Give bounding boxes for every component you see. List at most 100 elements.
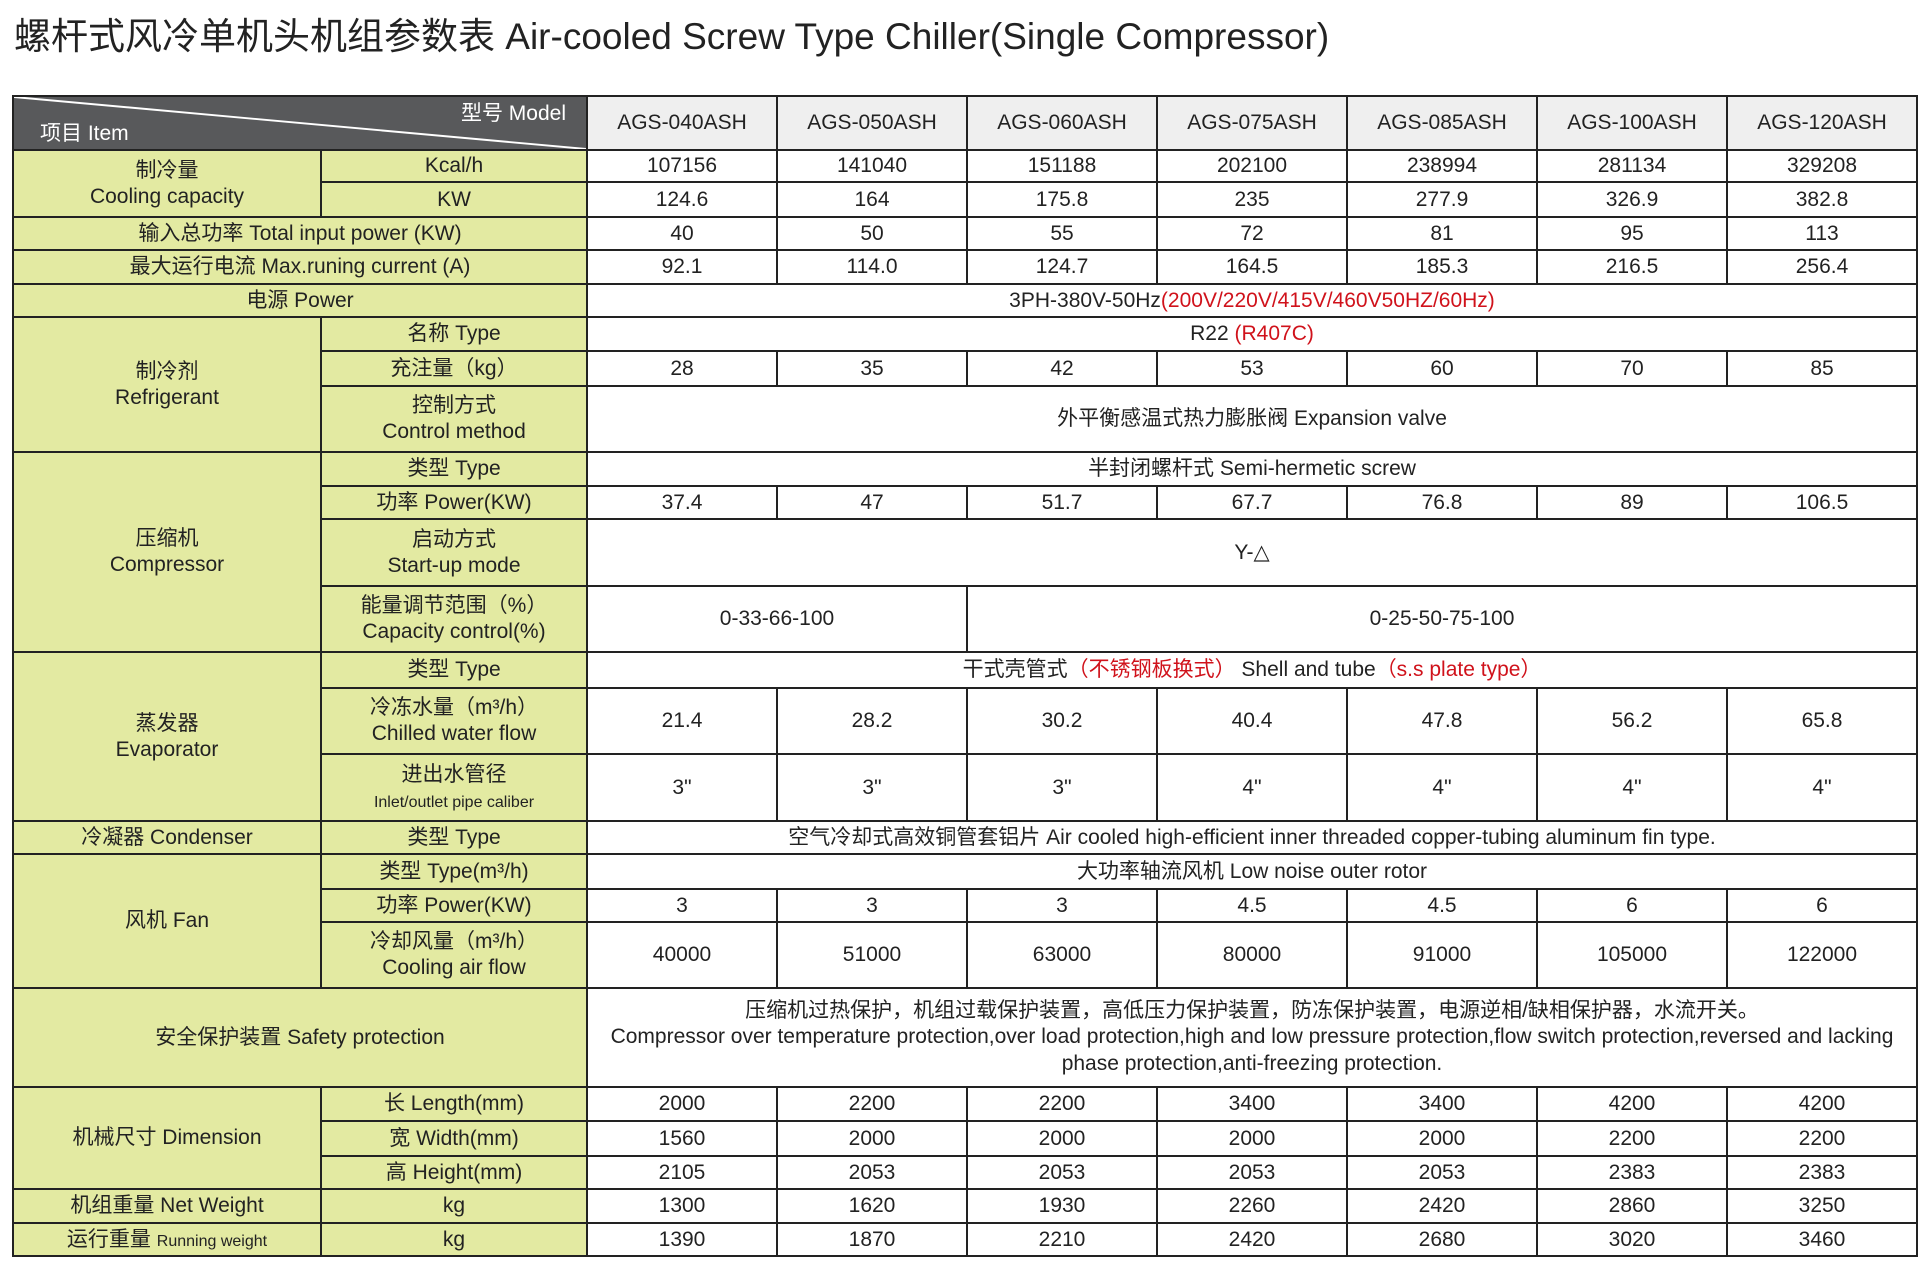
value-cell: 4" [1156,753,1348,822]
value-cell: 81 [1346,216,1538,251]
running-weight-label: 运行重量 Running weight [12,1222,322,1257]
value-cell: 1300 [586,1188,778,1224]
value-cell: 114.0 [776,249,968,285]
value-cell: 4" [1726,753,1918,822]
capacity-control-label: 能量调节范围（%） Capacity control(%) [320,585,588,653]
value-cell: 2210 [966,1222,1158,1257]
air-flow-row: 冷却风量（m³/h） Cooling air flow 40000 51000 630… [13,921,1918,989]
value-cell: 3400 [1346,1086,1538,1122]
value-cell: 175.8 [966,181,1158,218]
value-cell: 216.5 [1536,249,1728,285]
refrigerant-main: R22 [1190,322,1235,346]
value-cell: 28.2 [776,687,968,755]
value-cell: 2053 [1156,1155,1348,1190]
max-current-row: 最大运行电流 Max.runing current (A) 92.1 114.0 1… [12,249,1918,285]
value-cell: 3400 [1156,1086,1348,1122]
power-alt: (200V/220V/415V/460V50HZ/60Hz) [1160,288,1495,312]
startup-value: Y-△ [586,518,1918,587]
value-cell: 329208 [1726,149,1918,183]
label-cn: 压缩机 [135,527,199,551]
label-en: Refrigerant [115,385,219,409]
value-cell: 4.5 [1346,888,1538,923]
model-header-cell: AGS-120ASH [1726,95,1918,151]
value-cell: 3250 [1726,1188,1918,1224]
value-cell: 185.3 [1346,249,1538,285]
value-cell: 124.6 [586,181,778,218]
label-en: Inlet/outlet pipe caliber [373,793,535,811]
fan-power-label: 功率 Power(KW) [320,888,588,923]
chilled-water-label: 冷冻水量（m³/h） Chilled water flow [320,687,588,755]
value-cell: 281134 [1536,149,1728,183]
power-main: 3PH-380V-50Hz [1009,288,1161,312]
charge-label: 充注量（kg） [320,350,588,387]
value-cell: 51000 [776,921,968,989]
label-en: Capacity control(%) [362,620,546,643]
value-cell: 3020 [1536,1222,1728,1257]
label-en: Running weight [156,1232,268,1250]
value-cell: 2200 [776,1086,968,1122]
control-method-value: 外平衡感温式热力膨胀阀 Expansion valve [586,385,1918,453]
value-cell: 2680 [1346,1222,1538,1257]
compressor-label: 压缩机 Compressor [12,451,322,653]
value-cell: 47.8 [1346,687,1538,755]
value-cell: 35 [776,350,968,387]
condenser-row: 冷凝器 Condenser 类型 Type 空气冷却式高效铜管套铝片 Air c… [12,820,1918,855]
refrigerant-type-row: 制冷剂 Refrigerant 名称 Type R22 (R407C) [12,316,1918,453]
length-label: 长 Length(mm) [320,1086,588,1122]
label-en: Evaporator [115,737,219,761]
value-cell: 2000 [1346,1120,1538,1157]
value-cell: 63000 [966,921,1158,989]
value-cell: 3 [776,888,968,923]
value-cell: 2420 [1156,1222,1348,1257]
height-label: 高 Height(mm) [320,1155,588,1190]
value-cell: 3 [586,888,778,923]
compressor-power-row: 功率 Power(KW) 37.4 47 51.7 67.7 76.8 89 106.5 [13,485,1918,520]
value-cell: 47 [776,485,968,520]
compressor-type-row: 压缩机 Compressor 类型 Type 半封闭螺杆式 Semi-hermet… [12,451,1918,653]
value-cell: 51.7 [966,485,1158,520]
cooling-kw-row: KW 124.6 164 175.8 235 277.9 326.9 382.8 [13,181,1918,218]
safety-en: Compressor over temperature protection,o… [610,1025,1894,1075]
value-cell: 65.8 [1726,687,1918,755]
value-cell: 1870 [776,1222,968,1257]
evap-alt-en: （s.s plate type） [1375,658,1542,682]
value-cell: 2200 [966,1086,1158,1122]
label-cn: 运行重量 [66,1227,157,1251]
value-cell: 3" [586,753,778,822]
value-cell: 60 [1346,350,1538,387]
value-cell: 235 [1156,181,1348,218]
value-cell: 326.9 [1536,181,1728,218]
value-cell: 256.4 [1726,249,1918,285]
refrigerant-charge-row: 充注量（kg） 28 35 42 53 60 70 85 [13,350,1918,387]
cooling-kcal-row: 制冷量 Cooling capacity Kcal/h 107156 141040 1… [12,149,1918,218]
value-cell: 80000 [1156,921,1348,989]
kw-unit: KW [320,181,588,218]
value-cell: 6 [1536,888,1728,923]
input-power-row: 输入总功率 Total input power (KW) 40 50 55 72 81 9… [12,216,1918,251]
label-en: Cooling air flow [382,956,526,979]
value-cell: 3" [776,753,968,822]
safety-label: 安全保护装置 Safety protection [12,987,588,1088]
kcal-unit: Kcal/h [320,149,588,183]
height-row: 高 Height(mm) 2105 2053 2053 2053 2053 2383 238… [13,1155,1918,1190]
evap-alt-cn: （不锈钢板换式） [1067,658,1236,682]
value-cell: 382.8 [1726,181,1918,218]
width-row: 宽 Width(mm) 1560 2000 2000 2000 2000 2200 2200 [13,1120,1918,1157]
control-method-row: 控制方式 Control method 外平衡感温式热力膨胀阀 Expansion… [13,385,1918,453]
label-en: Chilled water flow [371,722,537,745]
value-cell: 105000 [1536,921,1728,989]
power-label: 电源 Power [12,283,588,318]
value-cell: 91000 [1346,921,1538,989]
refrigerant-type-label: 名称 Type [320,316,588,352]
evaporator-type-value: 干式壳管式（不锈钢板换式） Shell and tube（s.s plate t… [586,651,1918,689]
refrigerant-type-value: R22 (R407C) [586,316,1918,352]
value-cell: 1560 [586,1120,778,1157]
value-cell: 89 [1536,485,1728,520]
value-cell: 2860 [1536,1188,1728,1224]
safety-row: 安全保护装置 Safety protection 压缩机过热保护，机组过载保护装… [12,987,1918,1088]
value-cell: 70 [1536,350,1728,387]
power-row: 电源 Power 3PH-380V-50Hz(200V/220V/415V/46… [12,283,1918,318]
condenser-type-label: 类型 Type [320,820,588,855]
control-method-label: 控制方式 Control method [320,385,588,453]
label-en: Compressor [109,553,225,576]
